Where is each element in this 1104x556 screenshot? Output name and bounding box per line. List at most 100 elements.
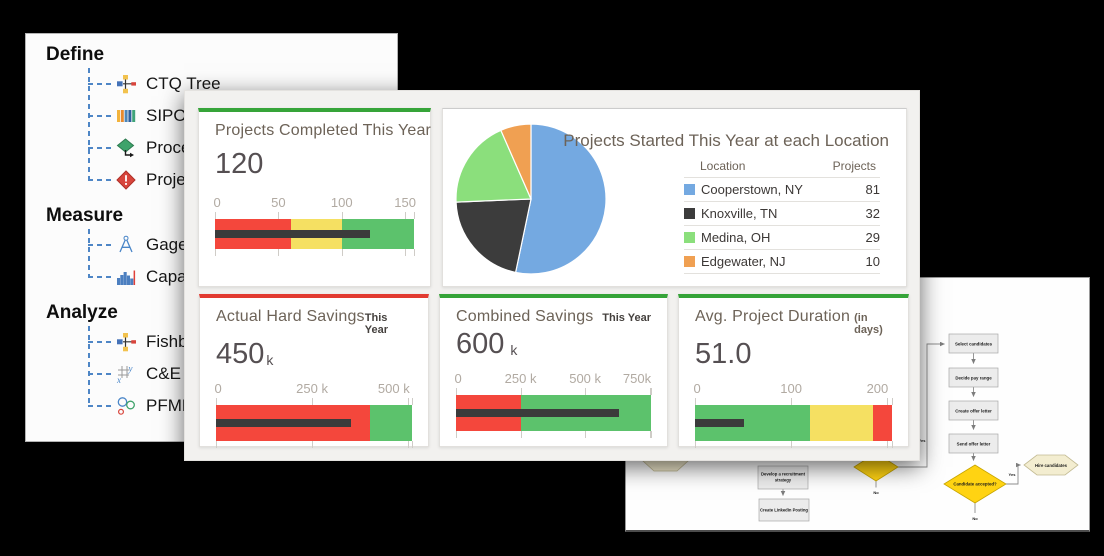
- axis-tick-label: 100: [780, 381, 802, 396]
- pie-slice: [455, 129, 532, 203]
- bullet-axis: 0 100 200: [693, 381, 892, 397]
- axis-tick: [585, 388, 587, 395]
- flow-box-label: strategy: [775, 478, 792, 483]
- card-value: 51.0: [695, 338, 752, 370]
- legend-label: Edgewater, NJ: [701, 254, 786, 269]
- legend-swatch: [684, 208, 695, 219]
- bullet-measure-bar: [216, 419, 351, 427]
- bullet-axis: 0 250 k 500 k: [215, 381, 412, 397]
- axis-tick-label: 0: [693, 381, 701, 396]
- flow-box-label: Send offer letter: [957, 442, 991, 447]
- axis-tick: [216, 441, 217, 448]
- legend-value: 10: [865, 254, 880, 269]
- legend-col-location: Location: [700, 159, 746, 173]
- card-title: Actual Hard Savings: [216, 308, 365, 325]
- flow-box-decide-pay-range[interactable]: [948, 367, 999, 388]
- legend-value: 29: [865, 230, 880, 245]
- bullet-measure-bar: [215, 230, 370, 238]
- bullet-graph: 0 250 k 500 k 750k: [455, 371, 652, 438]
- bullet-axis: 0 250 k 500 k 750k: [455, 371, 652, 387]
- bullet-graph: 0 50 100 150: [213, 195, 416, 256]
- card-value: 450 k: [216, 338, 274, 370]
- bullet-plot: [216, 398, 413, 448]
- legend-row: Cooperstown, NY 81: [684, 177, 880, 202]
- axis-tick: [456, 431, 457, 438]
- tree-connector: [88, 326, 90, 406]
- flow-connectors: [780, 341, 1021, 513]
- bullet-plot: [215, 212, 415, 256]
- flow-box-select-candidates[interactable]: [948, 333, 999, 354]
- pie-legend-rows: Cooperstown, NY 81 Knoxville, TN 32 Medina, …: [684, 177, 880, 274]
- axis-tick-label: 250 k: [296, 381, 328, 396]
- legend-value: 81: [865, 182, 880, 197]
- tree-connector: [88, 341, 112, 343]
- tree-connector: [88, 83, 112, 85]
- bullet-band: [810, 405, 873, 441]
- legend-swatch: [684, 184, 695, 195]
- flow-box-create-offer-letter[interactable]: [948, 400, 999, 421]
- tree-section-measure: Measure: [46, 205, 124, 226]
- legend-label: Cooperstown, NY: [701, 182, 803, 197]
- axis-tick: [887, 398, 889, 405]
- fishbone-icon: [116, 332, 136, 352]
- axis-tick: [695, 441, 696, 448]
- axis-tick: [278, 212, 280, 219]
- flow-box-send-offer-letter[interactable]: [948, 433, 999, 454]
- legend-label: Knoxville, TN: [701, 206, 778, 221]
- flow-box-label: Decide pay range: [955, 376, 992, 381]
- flow-terminal-hire-candidates[interactable]: [1023, 454, 1079, 476]
- tree-connector: [88, 115, 112, 117]
- bullet-plot: [456, 388, 652, 438]
- axis-tick: [892, 398, 893, 405]
- edge-label-yes-incoming: Yes: [919, 438, 927, 443]
- pfmea-icon: [116, 396, 136, 416]
- project-risk-icon: [116, 170, 136, 190]
- axis-tick: [649, 431, 651, 438]
- avg-project-duration-card: Avg. Project Duration (in days) 51.0 0 10…: [678, 294, 909, 448]
- axis-tick: [791, 441, 793, 448]
- tree-connector: [88, 147, 112, 149]
- flow-decision-label: Candidate accepted?: [953, 482, 997, 487]
- axis-tick: [414, 212, 415, 219]
- axis-tick: [651, 431, 652, 438]
- axis-tick: [341, 249, 343, 256]
- flow-box-label: Create offer letter: [955, 409, 992, 414]
- flow-box-develop-strategy[interactable]: [757, 465, 809, 490]
- card-value: 600 k: [456, 328, 518, 360]
- flow-box-label: Create LinkedIn Posting: [760, 508, 808, 513]
- axis-tick: [405, 212, 407, 219]
- axis-tick-label: 0: [213, 195, 221, 210]
- axis-tick-label: 250 k: [504, 371, 537, 386]
- flow-box-linkedin-posting[interactable]: [758, 498, 810, 522]
- pie-legend: Location Projects Cooperstown, NY 81 Knoxv…: [684, 155, 880, 274]
- edge-label-no-left: No: [873, 490, 879, 495]
- axis-tick: [215, 212, 216, 219]
- tree-connector: [88, 68, 90, 180]
- legend-swatch: [684, 256, 695, 267]
- card-title: Projects Completed This Year: [215, 122, 432, 139]
- tree-connector: [88, 229, 90, 277]
- axis-tick: [791, 398, 793, 405]
- axis-tick-label: 500 k: [377, 381, 410, 396]
- tree-section-analyze: Analyze: [46, 302, 118, 323]
- legend-row: Edgewater, NJ 10: [684, 250, 880, 274]
- axis-tick: [585, 431, 587, 438]
- axis-tick-label: 750k: [622, 371, 652, 386]
- process-map-icon: [116, 138, 136, 158]
- dashboard-panel: Projects Completed This Year 120 0 50 100 1…: [184, 90, 920, 461]
- edge-label-yes: Yes: [1009, 472, 1017, 477]
- legend-row: Knoxville, TN 32: [684, 202, 880, 226]
- projects-completed-card: Projects Completed This Year 120 0 50 100 1…: [198, 108, 431, 287]
- tree-item-ctq-tree[interactable]: CTQ Tree: [46, 68, 397, 100]
- bullet-axis: 0 50 100 150: [213, 195, 416, 211]
- flow-decision-candidate-accepted[interactable]: [943, 464, 1007, 504]
- tree-section-define: Define: [46, 44, 105, 65]
- actual-hard-savings-card: Actual Hard Savings This Year 450 k 0 250 …: [199, 294, 429, 448]
- card-title: Projects Started This Year at each Locat…: [563, 131, 889, 150]
- axis-tick: [887, 441, 889, 448]
- axis-tick: [312, 441, 314, 448]
- legend-label: Medina, OH: [701, 230, 771, 245]
- axis-tick: [408, 441, 410, 448]
